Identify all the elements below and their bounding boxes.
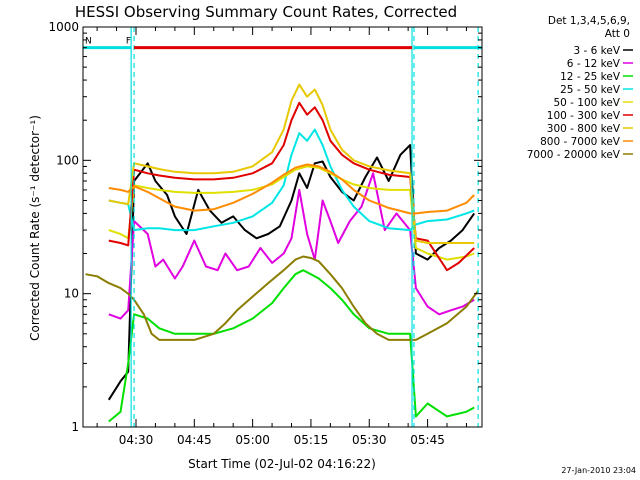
y-tick-label-1000: 1000 <box>48 20 79 34</box>
plot-frame <box>82 26 483 428</box>
flag-label-f: F <box>126 37 131 47</box>
legend-label-800-7000-kev: 800 - 7000 keV <box>540 136 621 148</box>
x-tick-label-0445: 04:45 <box>177 433 212 447</box>
series-line-7000-20000-kev-kev <box>85 255 479 341</box>
chart-title: HESSI Observing Summary Count Rates, Cor… <box>75 3 457 21</box>
flag-label-n: N <box>85 37 92 47</box>
plot-timestamp: 27-Jan-2010 23:04 <box>561 466 636 475</box>
y-axis-label: Corrected Count Rate (s⁻¹ detector⁻¹) <box>28 115 42 341</box>
series-line-3-6-kev-kev <box>107 144 476 401</box>
x-tick-label-0500: 05:00 <box>235 433 270 447</box>
y-tick-label-1: 1 <box>71 420 79 434</box>
series-line-800-7000-kev-kev <box>108 163 475 215</box>
legend-label-25-50-kev: 25 - 50 keV <box>560 84 621 96</box>
x-tick-label-0545: 05:45 <box>410 433 445 447</box>
series-line-12-25-kev-kev <box>108 269 475 423</box>
legend-label-100-300-kev: 100 - 300 keV <box>547 110 621 122</box>
legend-label-3-6-kev: 3 - 6 keV <box>573 45 620 57</box>
x-tick-label-0530: 05:30 <box>352 433 387 447</box>
x-axis: 04:30 04:45 05:00 05:15 05:30 05:45 <box>96 27 467 447</box>
legend-label-300-800-kev: 300 - 800 keV <box>547 123 621 135</box>
series-layer <box>85 83 479 423</box>
series-line-300-800-kev-kev <box>108 83 475 244</box>
x-tick-label-0515: 05:15 <box>294 433 329 447</box>
legend-label-12-25-kev: 12 - 25 keV <box>560 71 621 83</box>
series-line-6-12-kev-kev <box>108 172 475 320</box>
legend-header-line-1: Det 1,3,4,5,6,9, <box>548 15 630 27</box>
legend-header-line-2: Att 0 <box>605 28 630 40</box>
series-line-100-300-kev-kev <box>108 101 475 272</box>
legend-label-50-100-kev: 50 - 100 keV <box>553 97 620 109</box>
y-tick-label-10: 10 <box>64 287 79 301</box>
y-axis: 1 10 100 1000 <box>48 20 482 434</box>
y-tick-label-100: 100 <box>56 153 79 167</box>
x-axis-label: Start Time (02-Jul-02 04:16:22) <box>188 457 376 471</box>
x-tick-label-0430: 04:30 <box>119 433 154 447</box>
legend-label-7000-20000-kev: 7000 - 20000 keV <box>527 149 621 161</box>
series-line-25-50-kev-kev <box>108 128 475 232</box>
legend-label-6-12-kev: 6 - 12 keV <box>567 58 621 70</box>
